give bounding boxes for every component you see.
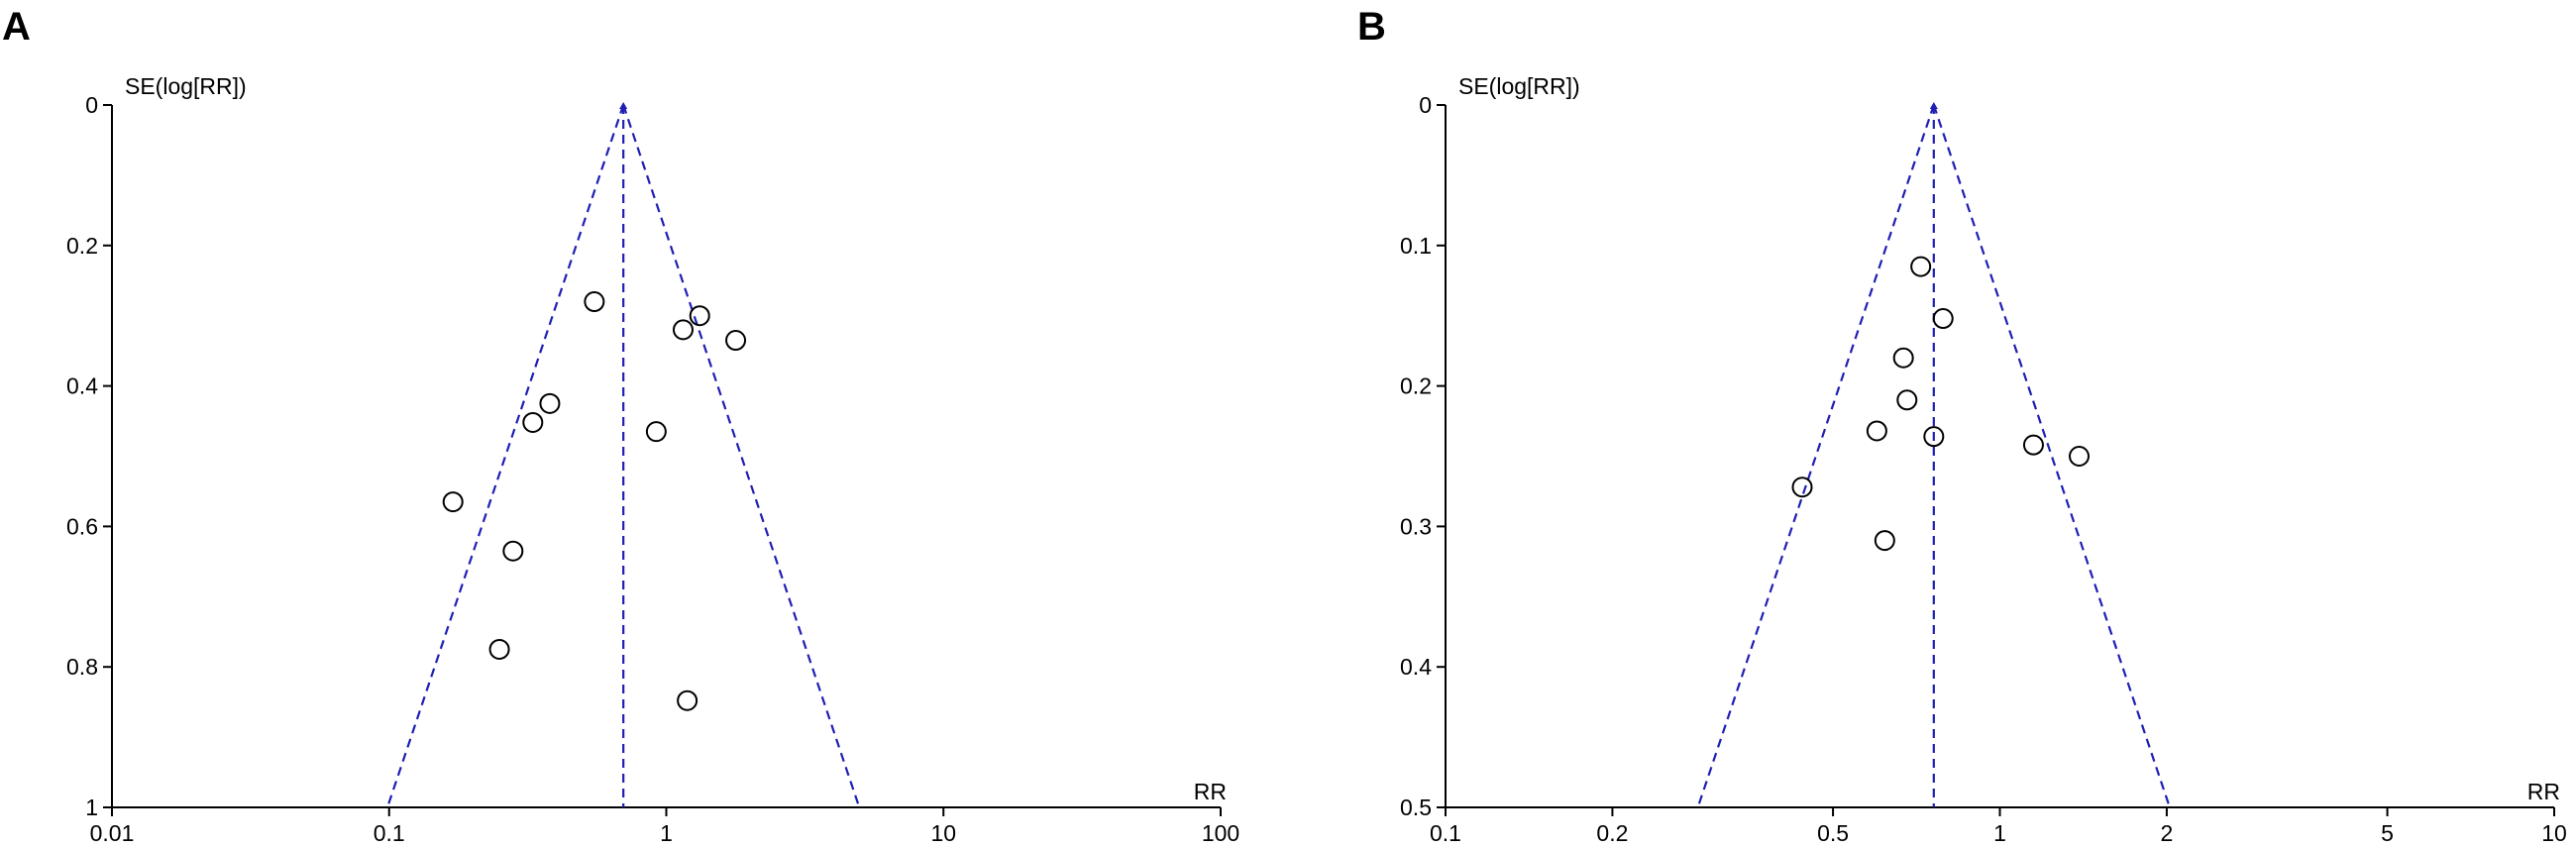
x-tick-label: 5: [2381, 820, 2394, 846]
y-tick-label: 0: [1419, 92, 1432, 118]
panel-label: A: [2, 5, 31, 49]
x-tick-label: 1: [660, 820, 673, 846]
study-point: [1910, 256, 1932, 277]
funnel-left-limit: [385, 104, 625, 808]
study-point: [522, 411, 544, 433]
y-tick-label: 0.4: [1400, 654, 1432, 680]
funnel-apex-marker: [619, 102, 628, 109]
x-tick-label: 10: [2541, 820, 2567, 846]
funnel-plot-a: A00.20.40.60.810.01 0.1 1 10 100SE(log[RR])R…: [2, 5, 1239, 846]
x-tick-label: 0.1: [1430, 820, 1461, 846]
study-point: [689, 305, 710, 327]
study-point: [539, 392, 561, 414]
funnel-plot-b: B00.10.20.30.40.50.1 0.2 0.5 1 2 5 10SE(log[RR…: [1357, 5, 2567, 846]
x-tick-label: 0.2: [1596, 820, 1628, 846]
study-point: [1923, 426, 1945, 448]
y-tick-label: 0.1: [1400, 233, 1432, 259]
y-tick-label: 0.4: [66, 373, 98, 399]
study-point: [1932, 308, 1954, 330]
x-tick-label: 0.01: [90, 820, 135, 846]
study-point: [584, 291, 605, 313]
x-axis-title: RR: [1194, 779, 1227, 804]
y-tick-label: 0.2: [1400, 373, 1432, 399]
y-axis-title: SE(log[RR]): [1458, 73, 1580, 99]
study-point: [1866, 420, 1887, 442]
funnel-right-limit: [1932, 104, 2171, 808]
study-point: [2069, 446, 2091, 467]
funnel-left-limit: [1696, 104, 1935, 808]
study-point: [2022, 434, 2044, 456]
x-axis-title: RR: [2527, 779, 2560, 804]
funnel-apex-marker: [1929, 102, 1938, 109]
x-tick-label: 1: [1993, 820, 2006, 846]
x-tick-label: 0.5: [1817, 820, 1849, 846]
study-point: [442, 491, 464, 513]
y-tick-label: 0.6: [66, 513, 98, 539]
y-tick-label: 0.5: [1400, 795, 1432, 820]
study-point: [1791, 477, 1813, 498]
study-point: [488, 638, 510, 660]
y-tick-label: 0.8: [66, 654, 98, 680]
study-point: [672, 319, 694, 341]
y-axis-title: SE(log[RR]): [125, 73, 247, 99]
study-point: [1892, 347, 1914, 369]
panel-label: B: [1357, 5, 1386, 49]
study-point: [502, 540, 524, 562]
study-point: [645, 421, 667, 443]
study-point: [677, 689, 698, 711]
x-tick-label: 100: [1202, 820, 1239, 846]
y-tick-label: 0.2: [66, 233, 98, 259]
x-tick-label: 2: [2161, 820, 2174, 846]
study-point: [1896, 389, 1918, 411]
y-tick-label: 0: [85, 92, 98, 118]
y-tick-label: 0.3: [1400, 513, 1432, 539]
y-tick-label: 1: [85, 795, 98, 820]
funnel-right-limit: [622, 104, 861, 808]
x-tick-label: 10: [930, 820, 956, 846]
x-tick-label: 0.1: [374, 820, 405, 846]
study-point: [1874, 530, 1895, 552]
study-point: [725, 330, 747, 352]
